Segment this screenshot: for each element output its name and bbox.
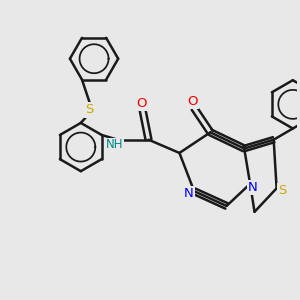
Text: O: O <box>188 95 198 108</box>
Text: S: S <box>85 103 94 116</box>
Text: N: N <box>184 187 194 200</box>
Text: S: S <box>278 184 287 197</box>
Text: O: O <box>136 97 146 110</box>
Text: N: N <box>248 181 257 194</box>
Text: NH: NH <box>106 139 123 152</box>
